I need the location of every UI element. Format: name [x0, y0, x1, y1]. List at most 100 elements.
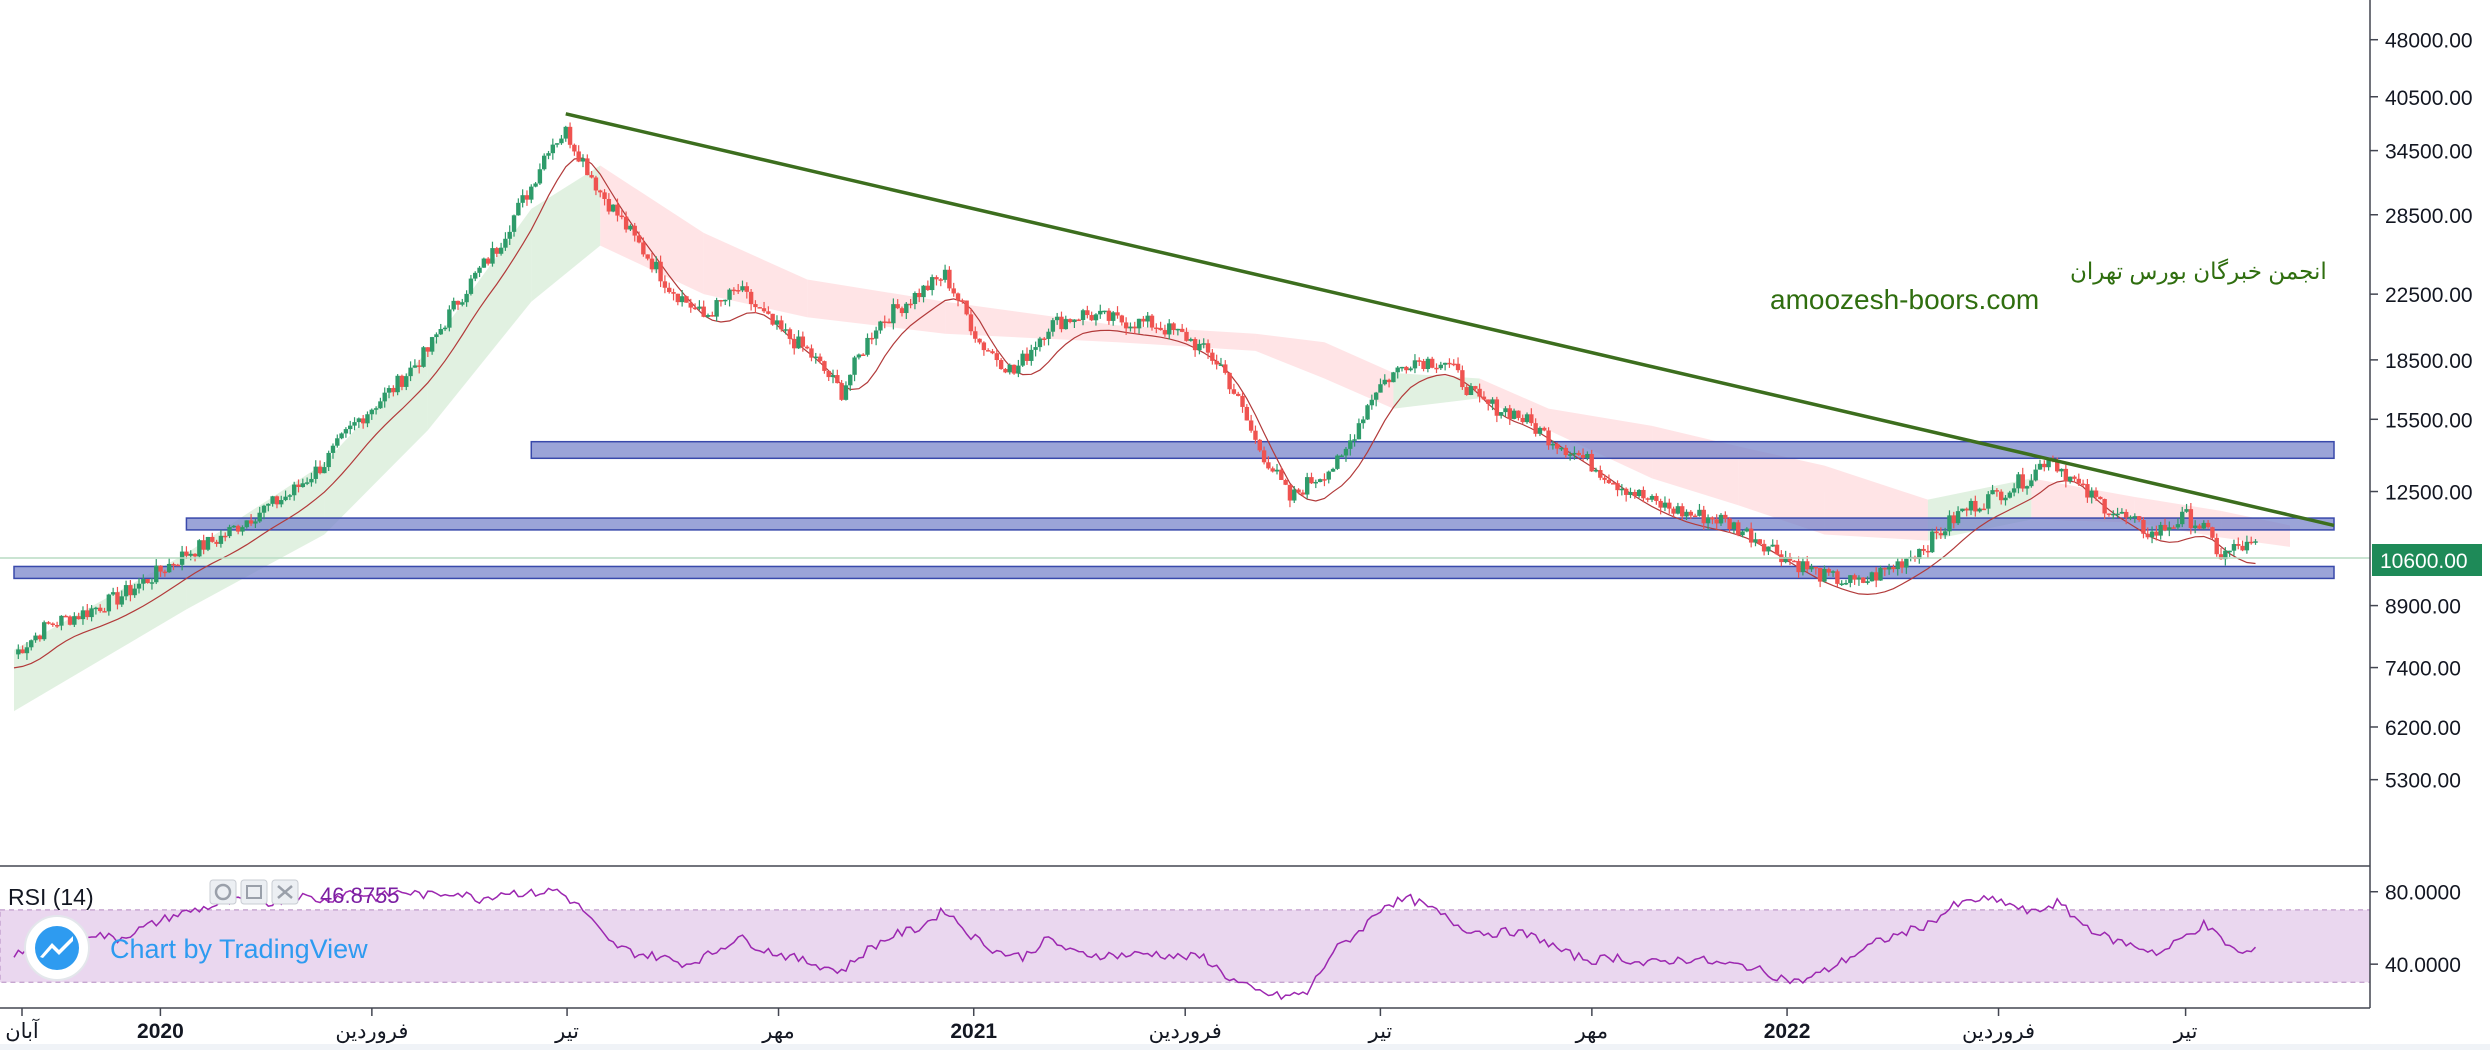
- candle-body: [1757, 539, 1762, 544]
- candle-body: [2240, 545, 2245, 551]
- candle-body: [1460, 370, 1465, 388]
- candle-body: [753, 304, 758, 308]
- time-tick-label: مهر: [761, 1020, 795, 1044]
- candle-body: [1714, 519, 1719, 524]
- candle-body: [1024, 353, 1030, 361]
- candle-body: [748, 291, 754, 305]
- candle-body: [912, 293, 918, 305]
- candle-body: [1886, 567, 1892, 570]
- candle-body: [869, 337, 875, 340]
- candle-body: [516, 202, 521, 216]
- candle-body: [1865, 581, 1870, 583]
- candle-body: [1830, 571, 1836, 573]
- settings-icon[interactable]: [209, 879, 237, 905]
- candle-body: [1348, 440, 1353, 449]
- candle-body: [981, 342, 987, 351]
- candle-body: [330, 445, 336, 453]
- candle-body: [1861, 577, 1866, 583]
- bottom-scrollbar[interactable]: [0, 1044, 2490, 1050]
- time-tick-label: مهر: [1575, 1020, 1609, 1044]
- candle-body: [1835, 571, 1840, 584]
- candle-body: [1011, 364, 1017, 374]
- candle-body: [1072, 319, 1077, 323]
- candle-body: [2175, 524, 2181, 528]
- candle-body: [296, 484, 301, 488]
- candle-body: [964, 300, 969, 315]
- candle-body: [2080, 483, 2086, 486]
- candle-body: [1891, 567, 1896, 570]
- candle-body: [2029, 480, 2034, 487]
- candle-body: [1408, 368, 1413, 371]
- candle-body: [675, 293, 681, 303]
- candle-body: [136, 583, 142, 589]
- candle-body: [1649, 495, 1655, 500]
- cloud-segment: [945, 301, 1118, 343]
- candle-body: [1033, 347, 1038, 350]
- candle-body: [1658, 500, 1663, 508]
- candle-body: [567, 126, 573, 145]
- tradingview-attribution[interactable]: Chart by TradingView: [24, 915, 368, 981]
- price-axis[interactable]: 48000.00 40500.00 34500.00 28500.00 22500.00…: [2369, 0, 2482, 1008]
- candle-body: [343, 429, 349, 434]
- attribution-text: Chart by TradingView: [110, 934, 368, 964]
- time-axis[interactable]: آبان 2020 فروردین تیر مهر 2021 فروردین تیر مهر 20…: [0, 1007, 2370, 1044]
- candle-body: [1386, 379, 1392, 383]
- cloud-segment: [2031, 478, 2135, 523]
- candle-body: [1546, 430, 1551, 446]
- candle-body: [2059, 468, 2064, 472]
- candle-body: [899, 308, 905, 314]
- candle-body: [1817, 567, 1823, 582]
- candle-body: [2115, 513, 2120, 516]
- candle-body: [2063, 468, 2069, 482]
- candle-body: [2154, 531, 2159, 536]
- candle-body: [908, 303, 913, 306]
- candle-body: [1792, 560, 1797, 563]
- candle-body: [223, 535, 228, 538]
- candle-body: [1029, 349, 1034, 361]
- candle-body: [507, 231, 512, 239]
- candle-body: [106, 594, 112, 612]
- candle-body: [2085, 484, 2090, 498]
- price-tick-label: 34500.00: [2385, 141, 2473, 164]
- candle-body: [1468, 386, 1474, 395]
- candle-body: [335, 438, 340, 446]
- candle-body: [1537, 427, 1543, 434]
- candle-body: [257, 512, 262, 522]
- candle-body: [684, 296, 689, 303]
- candle-body: [490, 248, 495, 264]
- candle-body: [727, 289, 732, 300]
- candle-body: [477, 267, 482, 273]
- candle-body: [1020, 353, 1025, 366]
- candle-body: [714, 300, 719, 317]
- candle-body: [942, 269, 948, 280]
- candle-body: [921, 285, 926, 298]
- candle-body: [2201, 522, 2206, 529]
- candle-body: [2180, 511, 2185, 525]
- candle-body: [1098, 310, 1103, 315]
- candle-body: [1736, 522, 1741, 536]
- candle-body: [2037, 463, 2043, 470]
- candle-body: [537, 169, 543, 184]
- candle-body: [434, 334, 439, 338]
- candle-body: [1236, 393, 1241, 396]
- candle-body: [1977, 508, 1982, 512]
- cloud-segment: [531, 165, 601, 302]
- candle-body: [1701, 509, 1706, 524]
- trendline[interactable]: [565, 112, 2335, 528]
- candle-body: [925, 285, 931, 291]
- candle-body: [1231, 389, 1237, 394]
- candle-body: [1089, 315, 1094, 321]
- rsi-pane[interactable]: RSI (14) 46.8755: [0, 865, 2371, 1001]
- price-tick-label: 40500.00: [2385, 87, 2473, 110]
- candle-body: [2197, 525, 2202, 529]
- candle-body: [2123, 511, 2129, 518]
- candle-body: [865, 337, 870, 355]
- candle-body: [322, 467, 327, 474]
- candle-body: [774, 320, 780, 325]
- candle-body: [1533, 423, 1538, 434]
- close-icon[interactable]: [271, 879, 299, 905]
- source-icon[interactable]: [240, 879, 268, 905]
- candle-body: [1654, 495, 1659, 501]
